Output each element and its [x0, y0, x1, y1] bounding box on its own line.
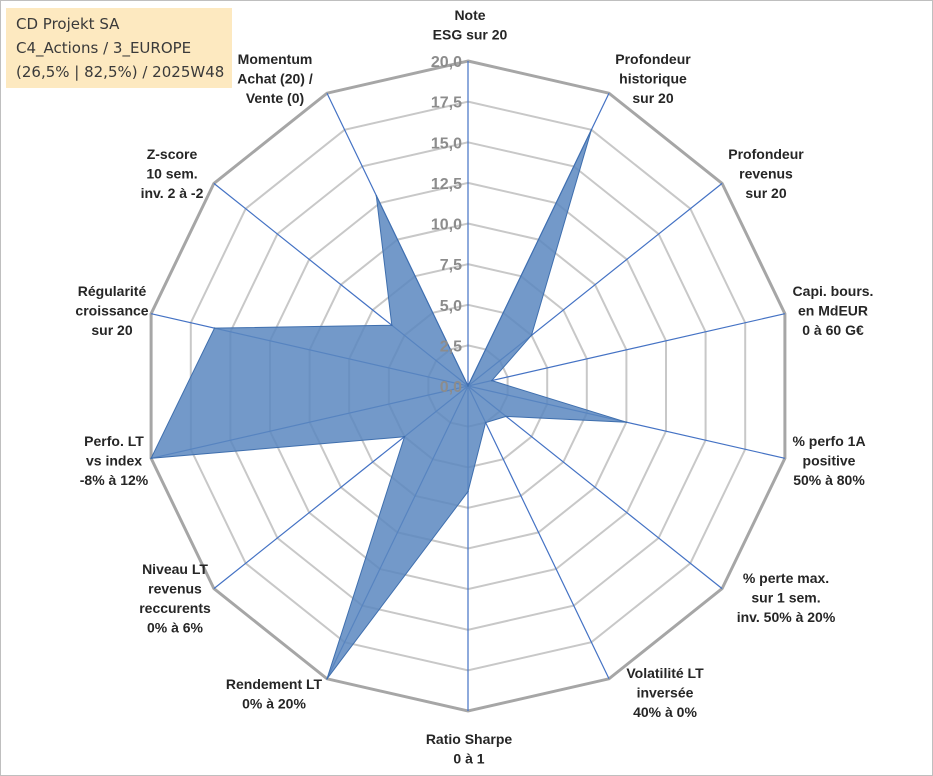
axis-label-line: croissance — [75, 303, 148, 319]
axis-label-line: 10 sem. — [146, 166, 197, 182]
axis-label-line: Rendement LT — [226, 676, 323, 692]
info-box: CD Projekt SA C4_Actions / 3_EUROPE (26,… — [6, 8, 232, 88]
data-point-3 — [491, 379, 493, 382]
axis-label-line: Régularité — [78, 283, 147, 299]
company-name: CD Projekt SA — [16, 15, 120, 33]
axis-label-3: Capi. bours. en MdEUR 0 à 60 G€ — [793, 283, 874, 338]
axis-label-line: inversée — [637, 685, 694, 701]
axis-label-10: Perfo. LT vs index -8% à 12% — [80, 433, 149, 488]
axis-label-line: 0 à 60 G€ — [802, 322, 864, 338]
tick-label: 10,0 — [431, 217, 462, 234]
axis-label-11: Régularité croissance sur 20 — [75, 283, 148, 338]
axis-label-0: Note ESG sur 20 — [433, 7, 508, 43]
axis-label-line: vs index — [86, 453, 142, 469]
tick-label: 17,5 — [431, 95, 462, 112]
axis-label-8: Rendement LT 0% à 20% — [226, 676, 323, 712]
tick-label: 12,5 — [431, 176, 462, 193]
axis-label-4: % perfo 1A positive 50% à 80% — [792, 433, 865, 488]
data-point-8 — [326, 678, 328, 680]
tick-label: 7,5 — [440, 257, 462, 274]
data-point-5 — [505, 415, 507, 418]
axis-label-line: Profondeur — [728, 146, 804, 162]
axis-label-line: 50% à 80% — [793, 472, 865, 488]
data-point-1 — [590, 129, 593, 131]
axis-label-line: positive — [803, 453, 856, 469]
axis-label-7: Ratio Sharpe 0 à 1 — [426, 731, 513, 767]
axis-spoke-6 — [467, 385, 610, 680]
axis-label-line: revenus — [739, 166, 793, 182]
axis-label-line: -8% à 12% — [80, 472, 149, 488]
axis-spoke-5 — [467, 385, 723, 590]
scores-week-line: (26,5% | 82,5%) / 2025W48 — [16, 63, 225, 81]
axis-label-line: Capi. bours. — [793, 283, 874, 299]
data-point-2 — [530, 334, 533, 337]
tick-label: 2,5 — [440, 338, 462, 355]
axis-label-line: Vente (0) — [246, 90, 304, 106]
axis-label-line: Niveau LT — [142, 561, 208, 577]
axis-label-line: Achat (20) / — [237, 71, 313, 87]
data-point-0 — [467, 385, 469, 387]
axis-label-13: Momentum Achat (20) / Vente (0) — [237, 51, 313, 106]
axis-label-12: Z-score 10 sem. inv. 2 à -2 — [141, 146, 204, 201]
axis-label-1: Profondeur historique sur 20 — [615, 51, 691, 106]
axis-label-6: Volatilité LT inversée 40% à 0% — [626, 665, 704, 720]
axis-label-line: 0% à 6% — [147, 620, 204, 636]
axis-label-line: 0 à 1 — [453, 751, 484, 767]
axis-label-line: 40% à 0% — [633, 704, 697, 720]
axis-label-line: sur 20 — [91, 322, 132, 338]
series-layer — [150, 129, 628, 680]
axis-label-line: sur 1 sem. — [751, 590, 820, 606]
data-point-6 — [484, 421, 487, 424]
axis-label-line: historique — [619, 71, 687, 87]
tick-layer: 0,0 2,5 5,0 7,5 10,0 12,5 15,0 17,5 20,0 — [431, 54, 462, 396]
axis-label-line: revenus — [148, 581, 202, 597]
axis-label-line: Momentum — [238, 51, 313, 67]
data-point-7 — [467, 490, 469, 493]
axis-label-line: sur 20 — [745, 185, 786, 201]
axis-label-line: sur 20 — [632, 90, 673, 106]
axis-label-line: % perte max. — [743, 570, 829, 586]
axis-label-line: 0% à 20% — [242, 696, 306, 712]
axis-label-line: reccurents — [139, 600, 211, 616]
axis-label-line: Note — [454, 7, 485, 23]
data-point-4 — [625, 421, 628, 424]
axis-label-line: inv. 2 à -2 — [141, 185, 204, 201]
axis-label-line: Ratio Sharpe — [426, 731, 513, 747]
category-line: C4_Actions / 3_EUROPE — [16, 39, 192, 57]
data-point-11 — [213, 327, 216, 329]
axis-label-line: % perfo 1A — [792, 433, 865, 449]
data-point-12 — [391, 324, 393, 327]
axis-label-2: Profondeur revenus sur 20 — [728, 146, 804, 201]
axis-spoke-3 — [467, 313, 786, 387]
tick-label: 0,0 — [440, 379, 462, 396]
axis-label-line: inv. 50% à 20% — [737, 609, 836, 625]
axis-label-5: % perte max. sur 1 sem. inv. 50% à 20% — [737, 570, 836, 625]
data-point-10 — [150, 457, 152, 460]
axis-label-line: en MdEUR — [798, 303, 868, 319]
axis-label-line: Volatilité LT — [626, 665, 704, 681]
tick-label: 15,0 — [431, 135, 462, 152]
tick-label: 5,0 — [440, 298, 462, 315]
axis-label-line: Profondeur — [615, 51, 691, 67]
data-point-9 — [403, 435, 406, 438]
data-point-13 — [375, 194, 378, 197]
axis-label-9: Niveau LT revenus reccurents 0% à 6% — [139, 561, 211, 636]
axis-label-line: Perfo. LT — [84, 433, 144, 449]
axis-label-line: Z-score — [147, 146, 198, 162]
axis-label-layer: Note ESG sur 20 Profondeur historique sur 20… — [75, 7, 873, 767]
axis-label-line: ESG sur 20 — [433, 27, 508, 43]
tick-label: 20,0 — [431, 54, 462, 71]
